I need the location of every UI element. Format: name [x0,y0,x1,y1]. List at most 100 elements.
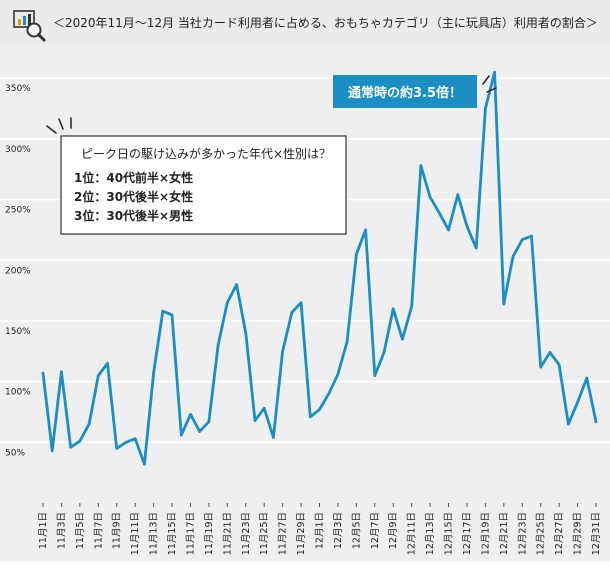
series-line [41,70,598,466]
y-tick-label: 150% [5,327,31,337]
data-point [474,246,478,250]
data-point [87,422,91,426]
data-point [262,407,266,410]
data-point [345,340,349,343]
data-point [69,445,72,449]
data-point [419,164,423,167]
x-tick-label: 11月3日 [56,512,67,549]
data-point [235,283,238,286]
data-point [143,462,146,466]
x-tick-label: 11月5日 [75,512,86,549]
data-point [50,449,54,453]
data-point [382,351,386,354]
data-point [106,362,109,365]
data-point [493,70,496,74]
x-tick-label: 12月11日 [407,512,418,555]
x-tick-label: 11月9日 [112,512,123,549]
y-axis: 50% 100% 150% 200% 250% 300% 350% [5,84,31,458]
x-tick-label: 12月31日 [591,512,602,555]
rank-callout: ピーク日の駆け込みが多かった年代×性別は？ 1位：40代前半×女性 2位：30代… [46,117,347,235]
x-tick-label: 12月29日 [573,512,584,555]
data-point [520,238,524,241]
data-point [548,351,552,354]
chart-title: ＜2020年11月〜12月 当社カード利用者に占める、おもちゃカテゴリ（主に玩具… [53,16,598,30]
gridlines [0,77,610,444]
data-point [152,371,155,375]
data-point [198,430,201,433]
data-point [299,301,303,305]
x-tick-label: 12月27日 [554,512,565,555]
series-layer [41,70,598,466]
data-point [272,436,275,439]
y-tick-label: 50% [5,448,25,458]
data-point [290,311,294,314]
data-point [170,313,174,317]
data-point [355,252,358,256]
data-point [502,302,506,306]
callout-question: ピーク日の駆け込みが多かった年代×性別は？ [81,146,331,161]
data-point [115,447,119,450]
x-tick-label: 12月9日 [388,512,399,549]
x-tick-label: 11月29日 [296,512,307,555]
data-point [428,195,432,199]
y-tick-label: 100% [5,388,31,398]
data-point [78,439,82,443]
data-point [216,343,220,347]
data-point [189,413,192,416]
line-chart: 50%100%150%200%250%300%350% 11月1日 11月3日 11… [0,70,610,555]
x-tick-label: 12月5日 [351,512,362,549]
chart-header: ＜2020年11月〜12月 当社カード利用者に占める、おもちゃカテゴリ（主に玩具… [0,0,610,44]
data-point [438,211,441,215]
x-axis: 11月1日 11月3日 11月5日 11月7日 11月9日 11月11日 11月13日 11月… [38,503,602,555]
data-point [327,392,331,396]
x-tick-label: 12月17日 [462,512,473,555]
data-point [401,337,404,341]
x-tick-label: 11月23日 [241,512,252,555]
x-tick-label: 11月19日 [204,512,215,555]
y-tick-label: 300% [5,145,31,155]
x-tick-label: 11月25日 [259,512,270,555]
data-point [60,370,63,374]
data-point [318,408,321,411]
x-tick-label: 12月13日 [425,512,436,555]
x-tick-label: 12月19日 [480,512,491,555]
attention-lines-icon [482,75,497,93]
y-tick-label: 350% [5,84,31,94]
data-point [539,365,542,369]
x-tick-label: 12月15日 [444,512,455,555]
data-point [336,373,340,376]
data-point [585,376,589,380]
data-point [511,255,515,258]
x-tick-label: 11月15日 [167,512,178,555]
data-point [226,301,229,305]
x-tick-label: 12月1日 [315,512,326,549]
data-point [281,349,284,353]
data-point [557,363,561,366]
data-point [97,374,100,377]
chart-area: 50% 100% 150% 200% 250% 300% 350% 11月1日 11月3日 11… [0,44,610,561]
peak-badge-text: 通常時の約3.5倍！ [348,85,462,101]
data-point [373,374,377,377]
data-point [594,420,598,423]
x-tick-label: 12月25日 [536,512,547,555]
rank-2: 2位：30代後半×女性 [74,189,193,204]
y-tick-label: 200% [5,266,31,276]
data-point [465,224,469,228]
rank-1: 1位：40代前半×女性 [74,170,193,185]
peak-badge: 通常時の約3.5倍！ [333,75,497,108]
data-point [567,422,570,426]
data-point [364,228,367,232]
data-point [133,437,137,440]
x-tick-label: 11月21日 [222,512,233,555]
data-point [391,307,395,311]
data-point [447,228,450,232]
x-tick-label: 12月21日 [499,512,510,555]
data-point [308,415,312,419]
data-point [253,419,257,422]
y-tick-label: 250% [5,206,31,216]
data-point [124,441,128,444]
x-tick-label: 11月11日 [130,512,141,555]
peak-badge-bg [333,75,477,108]
data-point [207,420,211,423]
